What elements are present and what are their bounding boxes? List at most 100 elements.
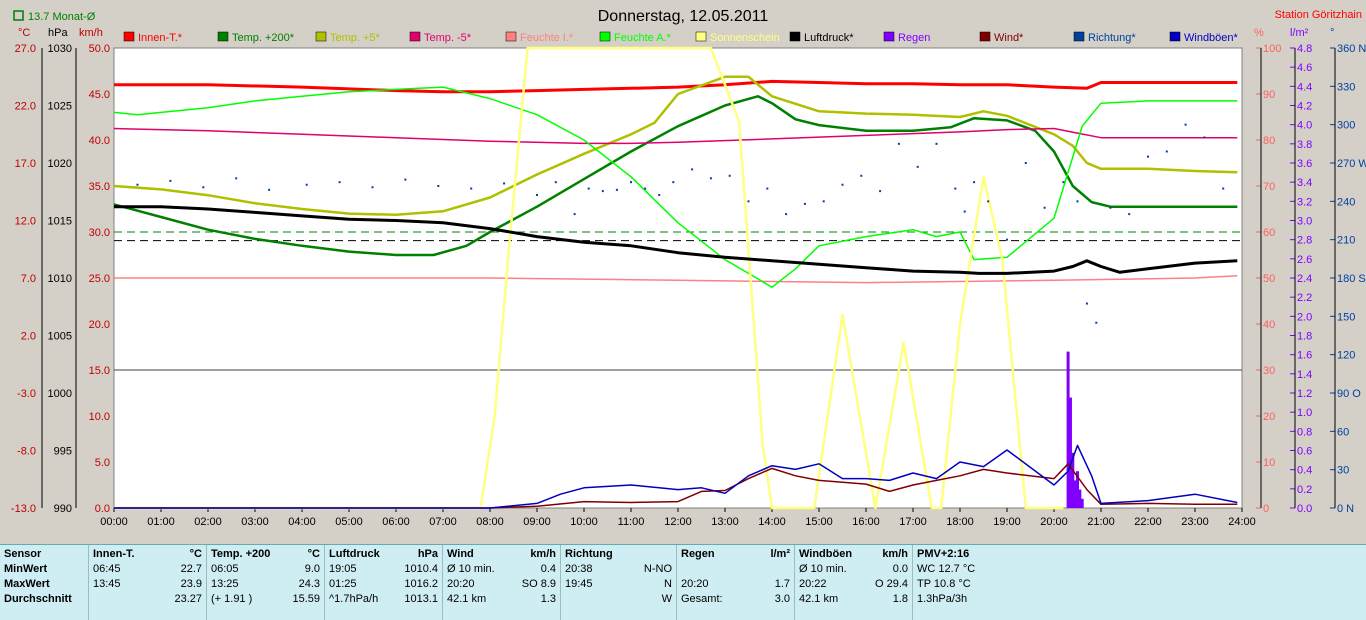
stats-col-luftdruck: Luftdruck hPa 19:05 1010.4 01:25 1016.2 ^1.…	[324, 545, 442, 620]
temp-tick-label: 22.0	[15, 101, 36, 113]
stats-richtung-avg-value: W	[661, 593, 672, 605]
legend-label: Luftdruck*	[804, 32, 854, 44]
humidity-tick-label: 20	[1263, 411, 1275, 423]
unit-degree: °	[1330, 27, 1334, 39]
unit-percent: %	[1254, 27, 1264, 39]
stats-richtung-max-time: 19:45	[565, 578, 593, 590]
x-tick-label: 14:00	[758, 516, 786, 528]
rain-bar	[1076, 471, 1079, 508]
temp-tick-label: 7.0	[21, 273, 36, 285]
legend-label: Richtung*	[1088, 32, 1136, 44]
direction-point	[916, 165, 919, 168]
direction-tick-label: 330	[1337, 81, 1355, 93]
direction-point	[1076, 200, 1079, 203]
stats-regen-unit: l/m²	[770, 548, 790, 560]
x-tick-label: 24:00	[1228, 516, 1256, 528]
direction-point	[404, 178, 407, 181]
stats-regen-max-time: 20:20	[681, 578, 709, 590]
humidity-tick-label: 90	[1263, 89, 1275, 101]
x-tick-label: 00:00	[100, 516, 128, 528]
humidity-tick-label: 10	[1263, 457, 1275, 469]
temp-tick-label: 12.0	[15, 216, 36, 228]
x-tick-label: 04:00	[288, 516, 316, 528]
x-tick-label: 03:00	[241, 516, 269, 528]
direction-point	[268, 188, 271, 191]
direction-point	[1043, 206, 1046, 209]
chart-title: Donnerstag, 12.05.2011	[598, 8, 769, 25]
rain-tick-label: 0.4	[1297, 465, 1312, 477]
direction-point	[573, 213, 576, 216]
series-line-temp-200	[113, 95, 1238, 257]
wind-tick-label: 25.0	[89, 273, 110, 285]
stats-col-regen: Regen l/m² 20:20 1.7 Gesamt: 3.0	[676, 545, 794, 620]
series-line-temp-5	[113, 127, 1238, 145]
x-tick-label: 10:00	[570, 516, 598, 528]
temp-tick-label: 27.0	[15, 43, 36, 55]
humidity-tick-label: 60	[1263, 227, 1275, 239]
pressure-tick-label: 1000	[48, 388, 72, 400]
month-avg-icon	[13, 10, 24, 21]
unit-kmh: km/h	[79, 27, 103, 39]
legend-swatch	[979, 31, 991, 42]
direction-tick-label: 60	[1337, 426, 1349, 438]
stats-boeen-max-value: O 29.4	[874, 578, 908, 590]
x-tick-label: 08:00	[476, 516, 504, 528]
stats-boeen-max-time: 20:22	[799, 578, 827, 590]
direction-point	[1147, 155, 1149, 158]
rain-tick-label: 1.8	[1297, 331, 1312, 343]
x-tick-label: 18:00	[946, 516, 974, 528]
humidity-tick-label: 40	[1263, 319, 1275, 331]
rain-tick-label: 4.8	[1297, 43, 1312, 55]
direction-point	[879, 190, 882, 193]
direction-tick-label: 180 S	[1337, 273, 1366, 285]
rain-tick-label: 4.4	[1297, 81, 1312, 93]
rain-tick-label: 4.0	[1297, 120, 1312, 132]
direction-point	[785, 213, 788, 216]
x-tick-label: 13:00	[711, 516, 739, 528]
stats-col-temp200: Temp. +200 °C 06:05 9.0 13:25 24.3 (+ 1.91 …	[206, 545, 324, 620]
legend-swatch	[315, 31, 327, 42]
direction-point	[728, 174, 731, 177]
stats-luftdruck-avg-note: ^1.7hPa/h	[329, 593, 379, 605]
direction-point	[973, 181, 976, 184]
x-tick-label: 11:00	[618, 516, 645, 528]
stats-richtung-header: Richtung	[565, 548, 613, 560]
stats-boeen-header: Windböen	[799, 548, 853, 560]
stats-col-wind: Wind km/h Ø 10 min. 0.4 20:20 SO 8.9 42.1 k…	[442, 545, 560, 620]
direction-point	[371, 186, 374, 189]
stats-temp200-avg-note: (+ 1.91 )	[211, 593, 253, 605]
direction-point	[1203, 136, 1206, 139]
direction-point	[860, 174, 863, 177]
wind-tick-label: 5.0	[95, 457, 110, 469]
direction-tick-label: 0 N	[1337, 503, 1354, 515]
rain-tick-label: 4.2	[1297, 101, 1312, 113]
rain-tick-label: 1.2	[1297, 388, 1312, 400]
rain-bar	[1068, 397, 1072, 508]
legend-label: Windböen*	[1184, 32, 1239, 44]
x-tick-label: 21:00	[1087, 516, 1115, 528]
direction-point	[709, 177, 712, 180]
humidity-tick-label: 50	[1263, 273, 1275, 285]
legend-swatch	[217, 31, 229, 42]
x-tick-label: 22:00	[1134, 516, 1162, 528]
stats-temp200-min-time: 06:05	[211, 563, 239, 575]
direction-point	[747, 200, 750, 203]
station-name: Station Göritzhain	[1275, 9, 1362, 21]
direction-point	[658, 193, 661, 196]
stats-regen-total-value: 3.0	[774, 593, 790, 605]
stats-panel: Sensor MinWert MaxWert Durchschnitt Inne…	[0, 544, 1366, 620]
wind-tick-label: 35.0	[89, 181, 110, 193]
stats-luftdruck-min-value: 1010.4	[404, 563, 438, 575]
stats-wind-max-value: SO 8.9	[521, 578, 556, 590]
wind-tick-label: 30.0	[89, 227, 110, 239]
stats-pmv-header: PMV+2:16	[917, 548, 970, 560]
legend-swatch	[883, 31, 895, 42]
series-line-wind	[114, 463, 1238, 509]
unit-lm2: l/m²	[1290, 27, 1309, 39]
direction-point	[615, 188, 618, 191]
stats-innen-min-time: 06:45	[93, 563, 121, 575]
x-tick-label: 15:00	[805, 516, 833, 528]
series-line-innen-t	[114, 79, 1238, 94]
direction-tick-label: 120	[1337, 350, 1355, 362]
stats-luftdruck-max-value: 1016.2	[404, 578, 438, 590]
